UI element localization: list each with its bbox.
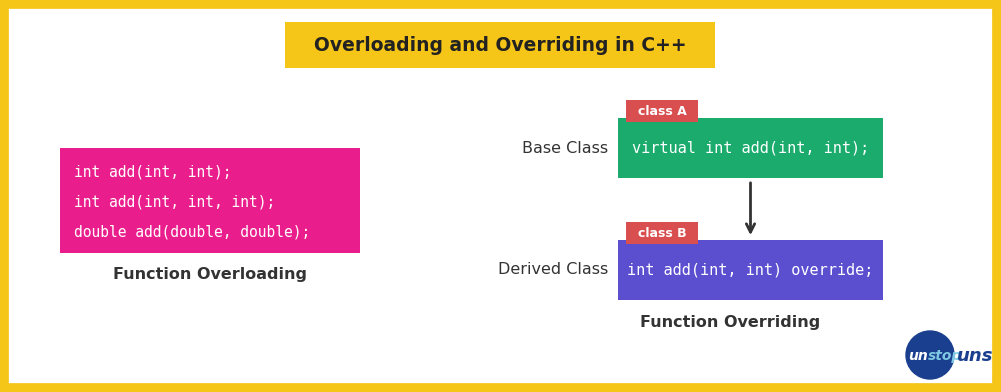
Text: Base Class: Base Class bbox=[522, 140, 608, 156]
Text: class A: class A bbox=[638, 105, 687, 118]
Text: class B: class B bbox=[638, 227, 687, 240]
Text: un: un bbox=[908, 349, 928, 363]
Text: stop: stop bbox=[928, 349, 962, 363]
FancyBboxPatch shape bbox=[626, 100, 698, 122]
FancyBboxPatch shape bbox=[60, 148, 360, 253]
Circle shape bbox=[906, 331, 954, 379]
Text: Function Overriding: Function Overriding bbox=[641, 314, 821, 330]
FancyBboxPatch shape bbox=[626, 222, 698, 244]
FancyBboxPatch shape bbox=[285, 22, 715, 68]
Text: int add(int, int);: int add(int, int); bbox=[74, 165, 231, 180]
Text: int add(int, int, int);: int add(int, int, int); bbox=[74, 194, 275, 209]
Text: double add(double, double);: double add(double, double); bbox=[74, 225, 310, 240]
Text: virtual int add(int, int);: virtual int add(int, int); bbox=[632, 140, 869, 156]
Text: int add(int, int) override;: int add(int, int) override; bbox=[628, 263, 874, 278]
Text: Derived Class: Derived Class bbox=[497, 263, 608, 278]
Text: unstop: unstop bbox=[957, 347, 1001, 365]
FancyBboxPatch shape bbox=[618, 240, 883, 300]
Text: Overloading and Overriding in C++: Overloading and Overriding in C++ bbox=[313, 36, 687, 54]
FancyBboxPatch shape bbox=[618, 118, 883, 178]
Text: Function Overloading: Function Overloading bbox=[113, 267, 307, 283]
